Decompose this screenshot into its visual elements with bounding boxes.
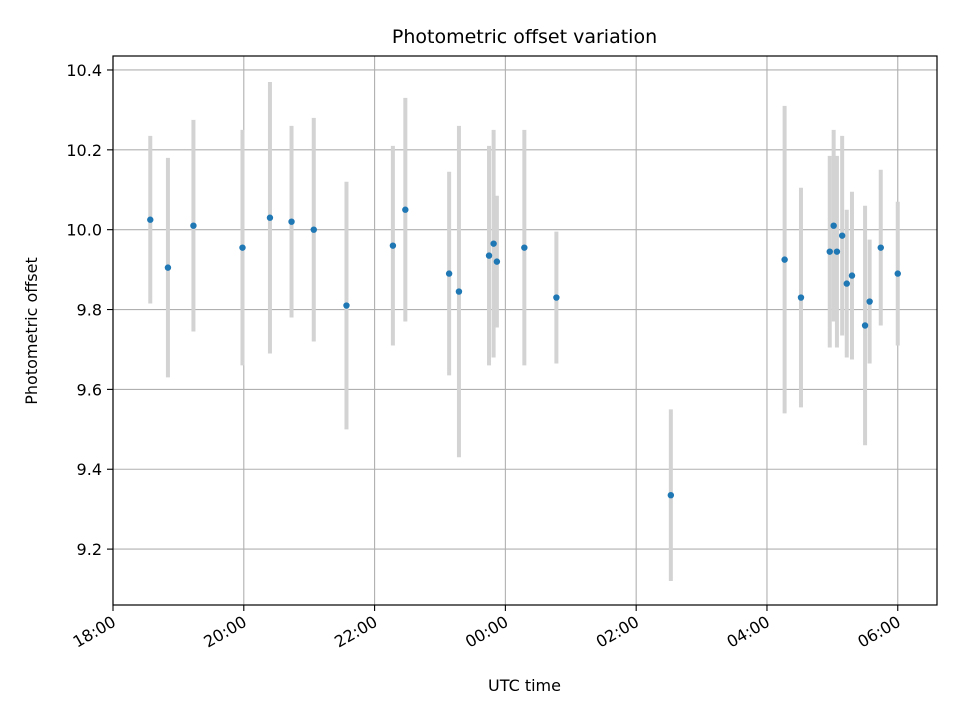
y-axis-ticks: 9.2 9.4 9.6 9.8 10.0 10.2 10.4 xyxy=(66,61,113,559)
y-tick-label: 9.8 xyxy=(77,301,102,320)
x-axis-title: UTC time xyxy=(488,676,561,695)
y-tick-label: 9.6 xyxy=(77,380,102,399)
data-point xyxy=(894,270,901,277)
data-point xyxy=(147,216,154,223)
data-point xyxy=(861,322,869,329)
data-point xyxy=(848,272,856,279)
x-tick-label: 06:00 xyxy=(854,612,903,652)
data-point xyxy=(521,244,528,251)
x-tick-label: 02:00 xyxy=(593,612,642,652)
data-point xyxy=(389,242,397,249)
data-point xyxy=(843,280,850,287)
data-point xyxy=(445,270,453,277)
x-axis-ticks: 18:00 20:00 22:00 00:00 02:00 04:00 06:00 xyxy=(70,605,904,652)
data-point xyxy=(797,294,805,301)
y-axis-title: Photometric offset xyxy=(22,257,41,405)
y-tick-label: 9.2 xyxy=(77,540,102,559)
plot-area-frame xyxy=(112,55,938,606)
data-point xyxy=(485,252,493,259)
x-tick-label: 22:00 xyxy=(331,612,380,652)
data-point xyxy=(266,214,274,221)
data-point xyxy=(493,258,501,265)
error-bars xyxy=(148,81,900,582)
data-point xyxy=(490,240,497,247)
data-points xyxy=(147,206,901,499)
y-tick-label: 10.0 xyxy=(66,221,102,240)
x-tick-label: 20:00 xyxy=(200,612,249,652)
data-point xyxy=(288,218,295,225)
data-point xyxy=(866,298,873,305)
data-point xyxy=(667,492,675,499)
data-point xyxy=(310,226,317,233)
data-point xyxy=(826,248,833,255)
data-point xyxy=(343,302,350,309)
x-tick-label: 00:00 xyxy=(462,612,511,652)
y-tick-label: 10.4 xyxy=(66,61,102,80)
data-point xyxy=(877,244,884,251)
data-point xyxy=(553,294,560,301)
data-point xyxy=(164,264,172,271)
x-tick-label: 18:00 xyxy=(70,612,119,652)
data-point xyxy=(239,244,246,251)
data-point xyxy=(455,288,463,295)
data-point xyxy=(190,222,197,229)
y-tick-label: 10.2 xyxy=(66,141,102,160)
data-point xyxy=(830,222,837,229)
data-point xyxy=(781,256,788,263)
data-point xyxy=(402,206,409,213)
y-tick-label: 9.4 xyxy=(77,460,102,479)
chart-title: Photometric offset variation xyxy=(392,26,657,48)
x-tick-label: 04:00 xyxy=(724,612,773,652)
data-point xyxy=(833,248,841,255)
data-point xyxy=(838,232,846,239)
